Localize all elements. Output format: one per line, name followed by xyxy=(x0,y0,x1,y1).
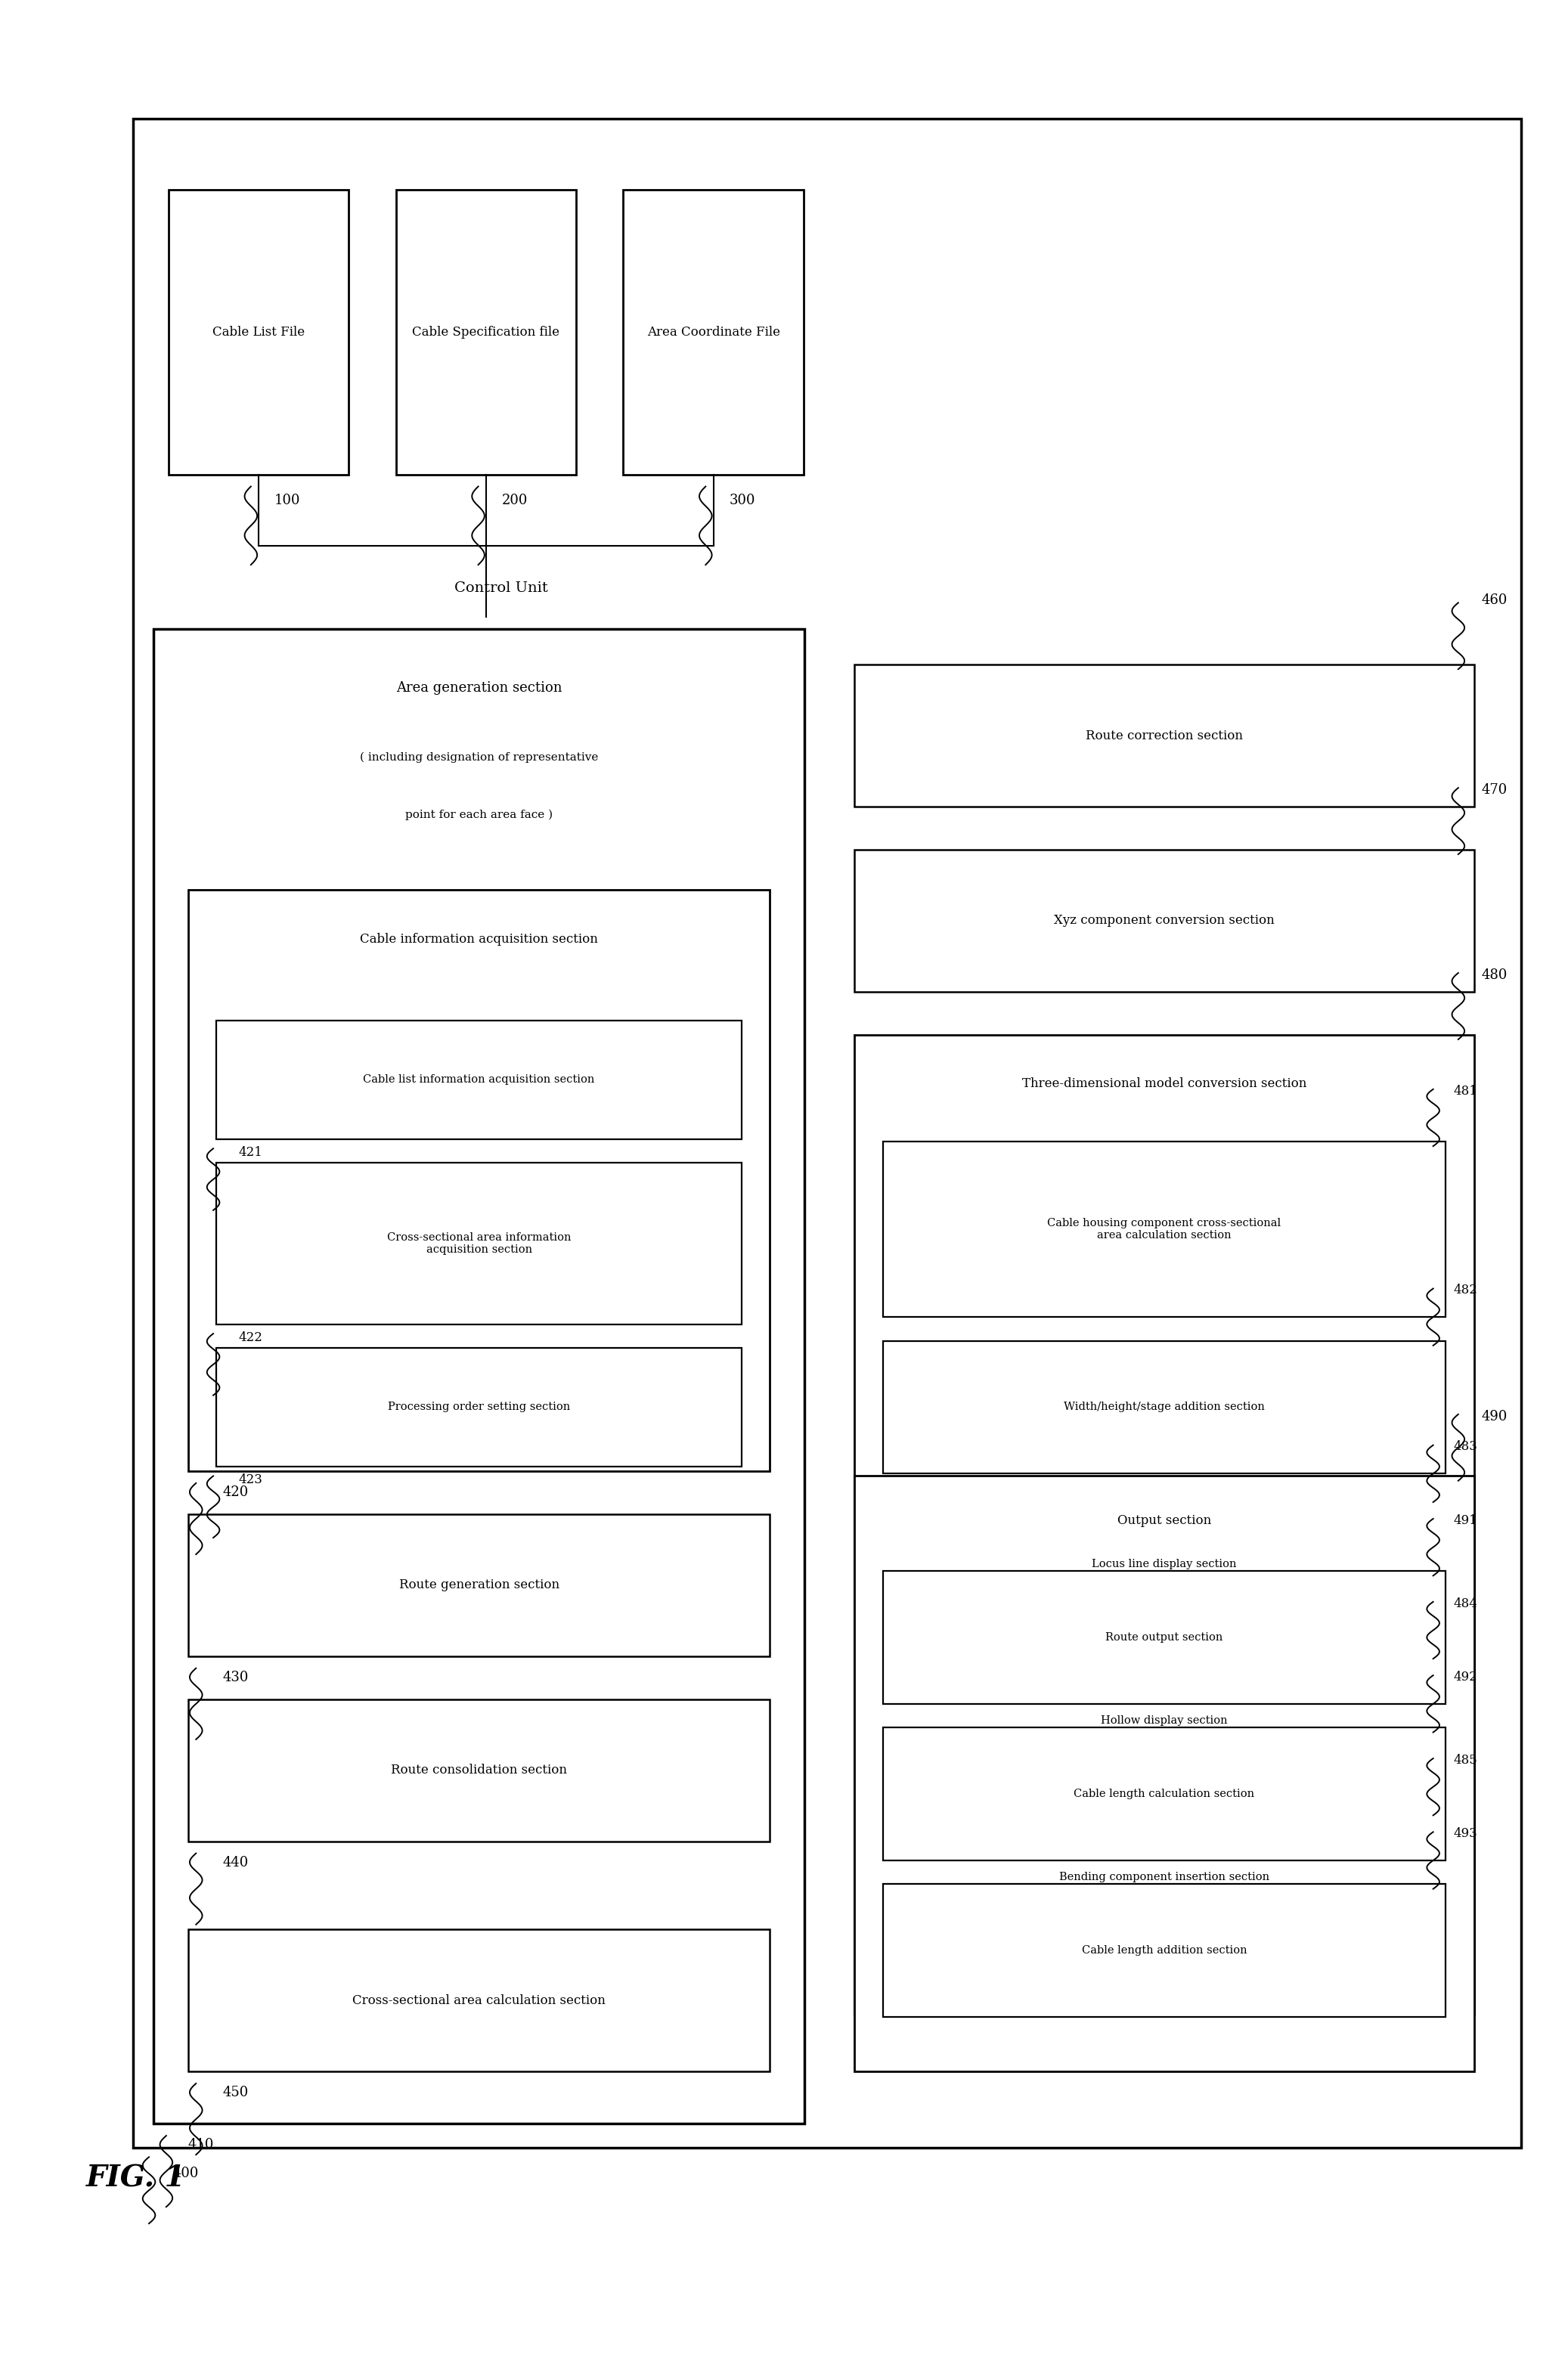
Text: 481: 481 xyxy=(1454,1084,1477,1096)
Text: 400: 400 xyxy=(172,2167,199,2181)
Text: Route consolidation section: Route consolidation section xyxy=(390,1763,568,1777)
Text: 430: 430 xyxy=(223,1671,249,1685)
Text: 493: 493 xyxy=(1454,1827,1477,1839)
Text: 100: 100 xyxy=(274,494,301,508)
Text: 200: 200 xyxy=(502,494,528,508)
Text: Cross-sectional area calculation section: Cross-sectional area calculation section xyxy=(353,1993,605,2008)
Text: Area generation section: Area generation section xyxy=(397,681,561,695)
Text: 490: 490 xyxy=(1482,1410,1508,1424)
Text: 485: 485 xyxy=(1454,1754,1477,1766)
Bar xyxy=(883,1811,1446,1943)
Bar xyxy=(188,890,770,1471)
Text: 470: 470 xyxy=(1482,783,1508,797)
Bar xyxy=(883,1497,1446,1630)
Text: Route output section: Route output section xyxy=(1105,1633,1223,1642)
Bar xyxy=(133,119,1521,2148)
Text: 423: 423 xyxy=(238,1474,262,1485)
Bar xyxy=(216,1163,742,1324)
Text: Cross-sectional area information
acquisition section: Cross-sectional area information acquisi… xyxy=(387,1232,571,1255)
Text: 450: 450 xyxy=(223,2086,249,2100)
Text: 440: 440 xyxy=(223,1856,249,1870)
Bar xyxy=(169,190,348,475)
Text: 484: 484 xyxy=(1454,1597,1477,1609)
Text: 491: 491 xyxy=(1454,1514,1477,1526)
Bar xyxy=(216,1348,742,1467)
Text: 460: 460 xyxy=(1482,593,1508,607)
Text: Processing order setting section: Processing order setting section xyxy=(387,1402,571,1412)
Text: 420: 420 xyxy=(223,1485,249,1500)
Text: Hollow display section: Hollow display section xyxy=(1101,1716,1228,1725)
Bar xyxy=(154,629,804,2124)
Bar xyxy=(188,1699,770,1841)
Bar xyxy=(855,1476,1474,2072)
Text: Cable list information acquisition section: Cable list information acquisition secti… xyxy=(364,1075,594,1084)
Bar xyxy=(855,850,1474,992)
Text: Cable length calculation section: Cable length calculation section xyxy=(1074,1789,1254,1799)
Bar xyxy=(188,1514,770,1656)
Text: Bending component insertion section: Bending component insertion section xyxy=(1058,1872,1270,1882)
Text: 410: 410 xyxy=(188,2138,215,2152)
Text: point for each area face ): point for each area face ) xyxy=(405,809,554,821)
Text: Cable housing component cross-sectional
area calculation section: Cable housing component cross-sectional … xyxy=(1047,1217,1281,1241)
Text: Width/height/stage addition section: Width/height/stage addition section xyxy=(1063,1402,1265,1412)
Text: Route correction section: Route correction section xyxy=(1085,729,1243,743)
Text: Cable Specification file: Cable Specification file xyxy=(412,325,560,339)
Text: FIG. 1: FIG. 1 xyxy=(86,2164,185,2193)
Text: 480: 480 xyxy=(1482,968,1508,982)
Text: Three-dimensional model conversion section: Three-dimensional model conversion secti… xyxy=(1022,1077,1306,1089)
Text: Locus line display section: Locus line display section xyxy=(1091,1559,1237,1569)
Bar xyxy=(188,1929,770,2072)
Text: Xyz component conversion section: Xyz component conversion section xyxy=(1054,914,1275,928)
Bar xyxy=(883,1884,1446,2017)
Text: Control Unit: Control Unit xyxy=(455,581,549,596)
Bar xyxy=(883,1141,1446,1317)
Text: 421: 421 xyxy=(238,1146,262,1158)
Bar xyxy=(883,1728,1446,1860)
Bar xyxy=(395,190,577,475)
Text: ( including designation of representative: ( including designation of representativ… xyxy=(359,752,599,764)
Text: Route generation section: Route generation section xyxy=(398,1578,560,1592)
Bar xyxy=(883,1341,1446,1474)
Text: 492: 492 xyxy=(1454,1671,1477,1682)
Text: Cable length addition section: Cable length addition section xyxy=(1082,1946,1247,1955)
Text: 422: 422 xyxy=(238,1331,262,1343)
Bar xyxy=(622,190,803,475)
Bar xyxy=(883,1654,1446,1787)
Text: Cable information acquisition section: Cable information acquisition section xyxy=(361,933,597,944)
Bar xyxy=(855,664,1474,807)
Text: 300: 300 xyxy=(729,494,756,508)
Bar xyxy=(883,1571,1446,1704)
Text: Output section: Output section xyxy=(1118,1514,1210,1526)
Text: 482: 482 xyxy=(1454,1284,1477,1296)
Text: Area Coordinate File: Area Coordinate File xyxy=(648,325,779,339)
Bar xyxy=(855,1035,1474,2015)
Text: 483: 483 xyxy=(1454,1440,1477,1452)
Text: Cable List File: Cable List File xyxy=(213,325,304,339)
Bar xyxy=(216,1020,742,1139)
